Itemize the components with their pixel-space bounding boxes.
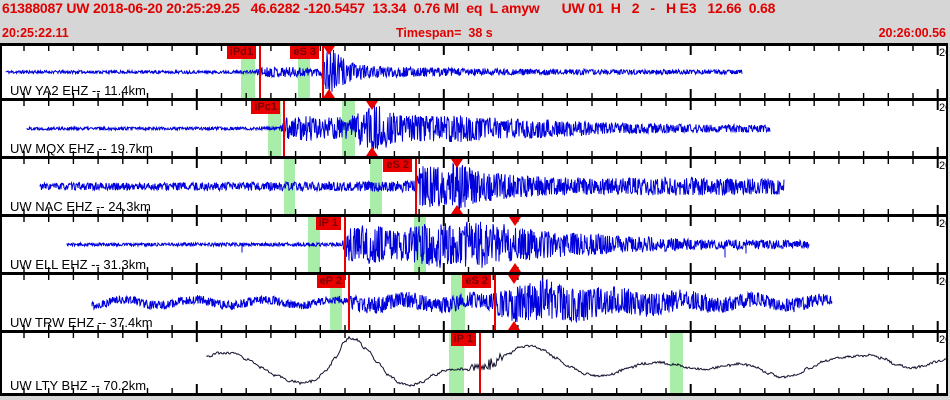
pick-label-ip1[interactable]: iP 1 — [450, 333, 476, 346]
pick-uncertainty-band — [330, 275, 342, 330]
arrival-flag-top — [508, 275, 520, 284]
pick-line-ip1[interactable] — [344, 217, 346, 272]
trace-line — [26, 104, 771, 152]
arrival-flag-bottom — [323, 89, 335, 98]
arrival-flag-bottom — [508, 321, 520, 330]
window-start-time: 20:25:22.11 — [2, 26, 69, 40]
station-label-mqx: UW MQX EHZ -- 19.7km — [10, 141, 154, 156]
station-label-ya2: UW YA2 EHZ -- 11.4km — [10, 83, 146, 98]
minute-tick-label: 20 — [939, 334, 946, 346]
pick-label-es2[interactable]: eS 2 — [383, 159, 412, 172]
minute-tick-label: 20 — [939, 102, 946, 114]
arrival-flag-top — [366, 101, 378, 110]
pick-line-es3[interactable] — [322, 46, 324, 98]
tick-marks — [23, 159, 939, 214]
minute-tick-label: 20 — [939, 160, 946, 172]
trace-panel-nac[interactable]: eS 2 UW NAC EHZ -- 24.3km 20 — [0, 156, 948, 214]
event-summary: 61388087 UW 2018-06-20 20:25:29.25 46.62… — [2, 0, 776, 16]
station-label-trw: UW TRW EHZ -- 37.4km — [10, 315, 153, 330]
pick-uncertainty-band — [670, 333, 683, 393]
tick-marks — [23, 333, 939, 393]
minute-tick-label: 20 — [939, 276, 946, 288]
waveform-nac — [23, 159, 939, 214]
pick-label-ep2[interactable]: eP 2 — [316, 275, 345, 288]
pick-label-ipc1[interactable]: iPc1 — [251, 101, 280, 114]
trace-line — [91, 278, 833, 324]
trace-line — [39, 162, 785, 212]
waveform-ell — [23, 217, 939, 272]
arrival-flag-top — [323, 46, 335, 55]
station-label-nac: UW NAC EHZ -- 24.3km — [10, 199, 151, 214]
pick-line-ep2[interactable] — [348, 275, 350, 330]
pick-uncertainty-band — [284, 159, 295, 214]
timespan-label: Timespan= 38 s — [396, 26, 493, 40]
pick-label-es2[interactable]: eS 2 — [462, 275, 491, 288]
trace-line — [206, 335, 946, 387]
pick-line-ipd1[interactable] — [259, 46, 261, 98]
pick-label-ipd1[interactable]: iPd1 — [226, 46, 256, 59]
trace-panel-lty[interactable]: iP 1 UW LTY BHZ -- 70.2km 20 — [0, 330, 948, 396]
minute-tick-label: 20 — [939, 47, 946, 59]
trace-line — [66, 221, 810, 268]
pick-line-es2[interactable] — [494, 275, 496, 330]
trace-panel-ell[interactable]: iP 1 UW ELL EHZ -- 31.3km 20 — [0, 214, 948, 272]
pick-label-es3[interactable]: eS 3 — [290, 46, 319, 59]
waveform-lty — [23, 333, 946, 393]
arrival-flag-top — [451, 159, 463, 168]
waveform-ya2 — [5, 46, 939, 98]
window-end-time: 20:26:00.56 — [878, 26, 946, 40]
trace-panels: iPd1 eS 3 UW YA2 EHZ -- 11.4km 20 iPc1 UW MQX… — [0, 43, 948, 396]
arrival-flag-bottom — [509, 263, 521, 272]
pick-line-es2[interactable] — [415, 159, 417, 214]
station-label-lty: UW LTY BHZ -- 70.2km — [10, 378, 147, 393]
arrival-flag-bottom — [366, 147, 378, 156]
trace-line — [5, 49, 743, 93]
pick-line-ip1[interactable] — [479, 333, 481, 393]
tick-marks — [23, 101, 939, 156]
pick-uncertainty-band — [449, 333, 464, 393]
arrival-flag-bottom — [451, 205, 463, 214]
trace-panel-mqx[interactable]: iPc1 UW MQX EHZ -- 19.7km 20 — [0, 98, 948, 156]
pick-uncertainty-band — [451, 275, 465, 330]
trace-panel-trw[interactable]: eP 2 eS 2 UW TRW EHZ -- 37.4km 20 — [0, 272, 948, 330]
minute-tick-label: 20 — [939, 218, 946, 230]
station-label-ell: UW ELL EHZ -- 31.3km — [10, 257, 147, 272]
pick-line-ipc1[interactable] — [283, 101, 285, 156]
waveform-mqx — [23, 101, 939, 156]
arrival-flag-top — [509, 217, 521, 226]
pick-label-ip1[interactable]: iP 1 — [315, 217, 341, 230]
tick-marks — [23, 217, 939, 272]
trace-panel-ya2[interactable]: iPd1 eS 3 UW YA2 EHZ -- 11.4km 20 — [0, 43, 948, 98]
tick-marks — [23, 46, 939, 98]
